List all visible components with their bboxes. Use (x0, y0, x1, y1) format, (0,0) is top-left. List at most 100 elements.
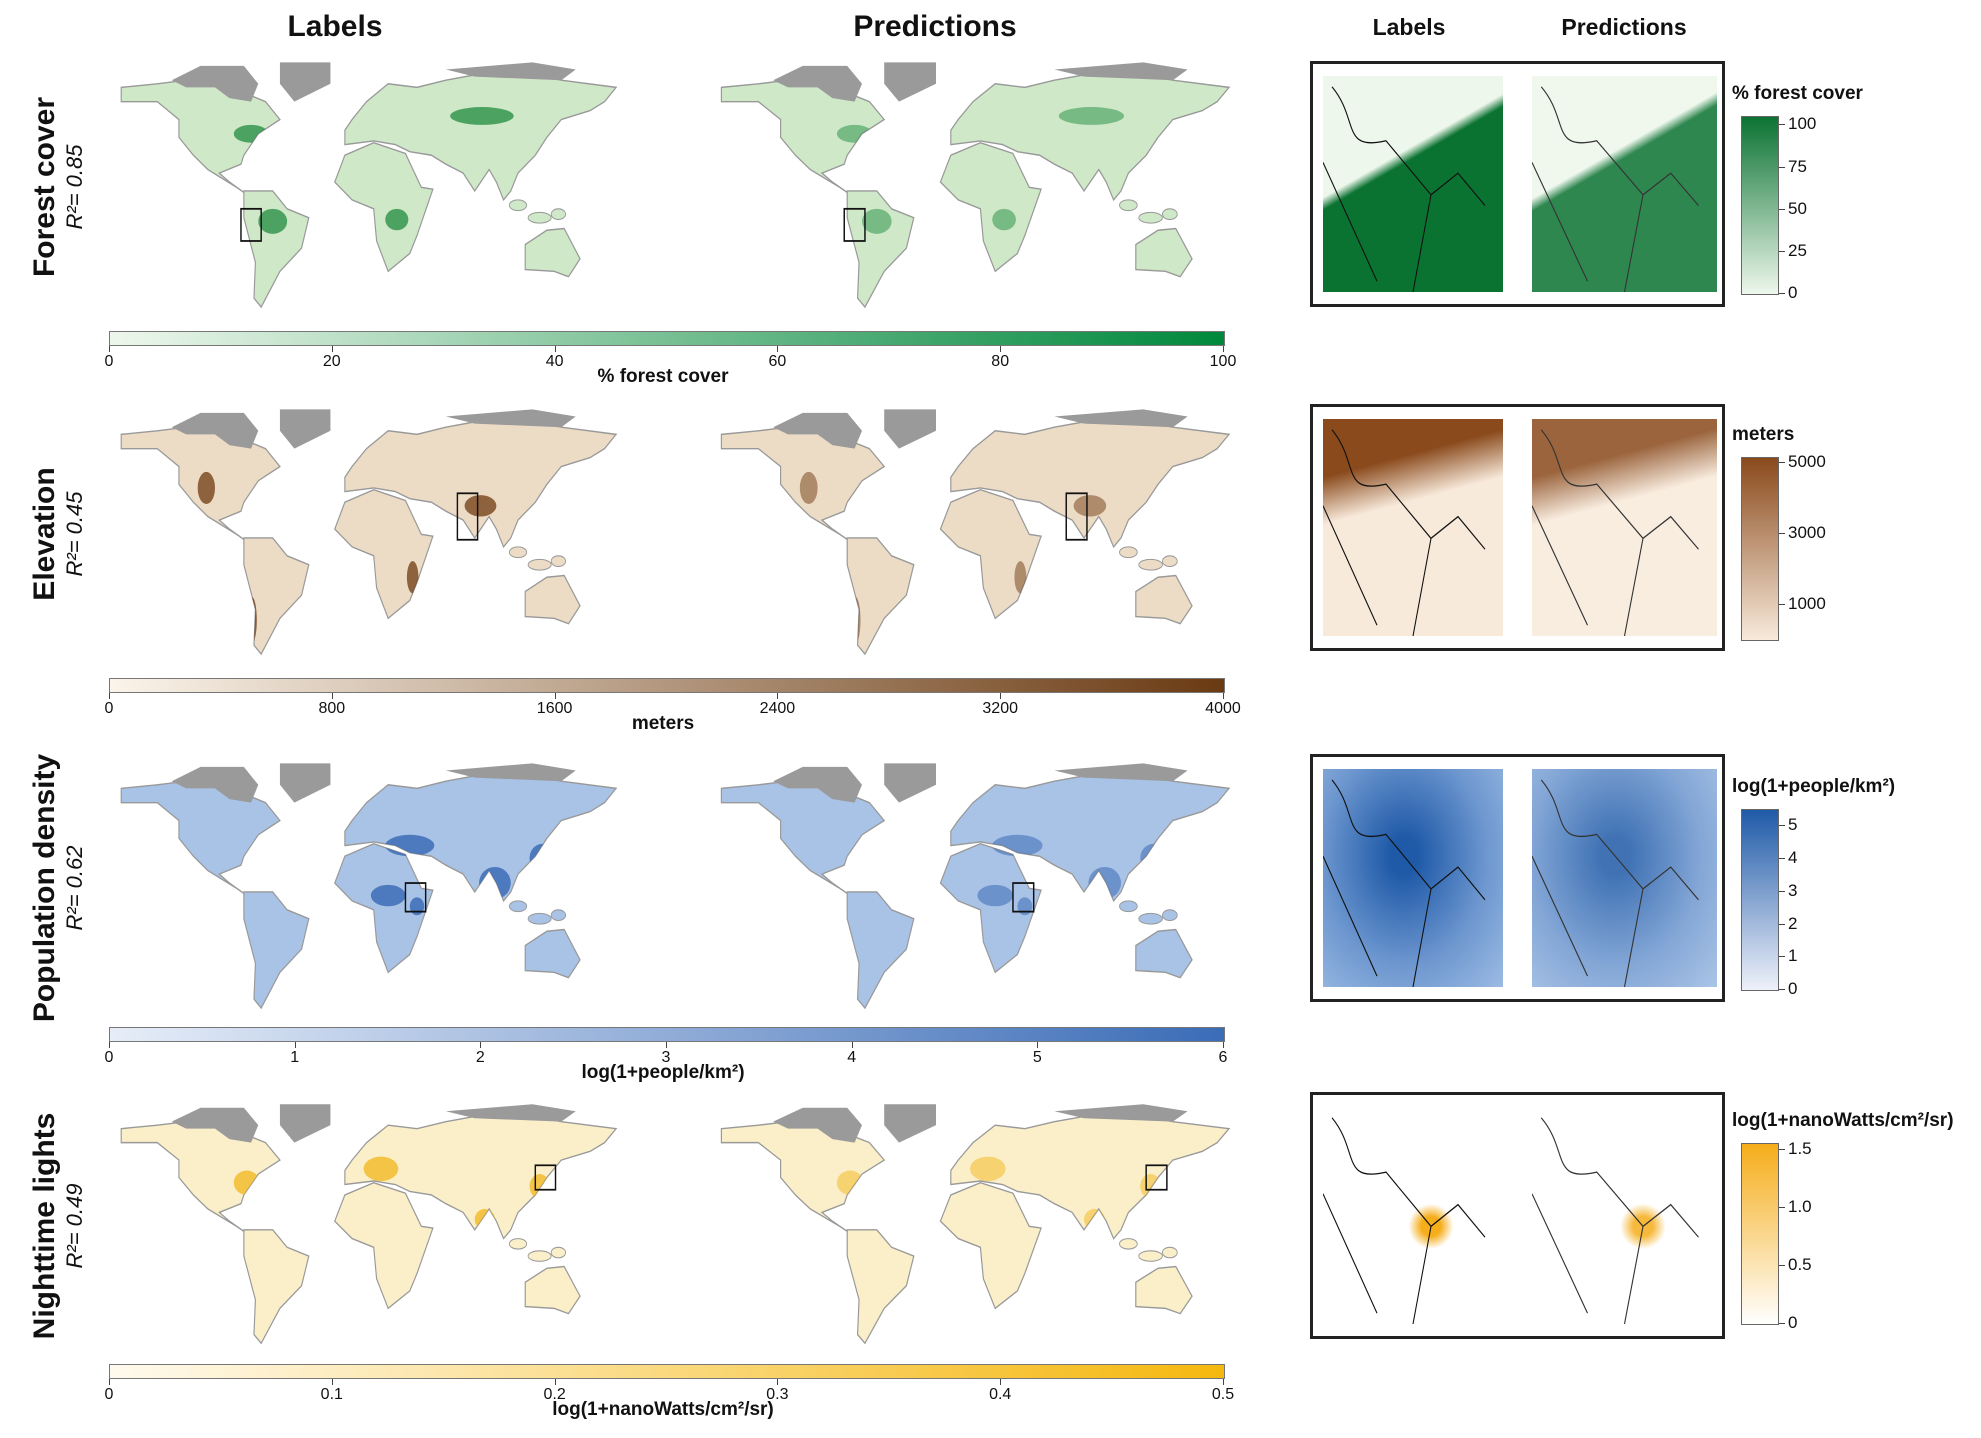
high-value-region (992, 208, 1016, 231)
landmass-islands (1161, 1246, 1178, 1259)
country-borders (1323, 1117, 1486, 1324)
country-borders (1532, 86, 1699, 292)
high-value-region (450, 107, 514, 125)
landmass-australia (1135, 227, 1193, 278)
no-data-region (884, 62, 936, 102)
colorbar-tick-mark (109, 693, 110, 699)
horizontal-colorbar (109, 1364, 1225, 1379)
r-squared-value: R²= 0.85 (62, 144, 87, 230)
country-borders (1323, 779, 1486, 987)
inset-colorbar-tick-label: 0 (1788, 1313, 1798, 1332)
colorbar-title: meters (631, 713, 695, 734)
high-value-region (385, 208, 409, 231)
landmass-australia (1135, 574, 1193, 625)
high-value-region (850, 596, 861, 644)
landmass-south-america (846, 891, 915, 1010)
colorbar-tick-mark (1000, 346, 1002, 352)
colorbar-tick-mark (331, 346, 333, 352)
landmass-islands (1138, 912, 1163, 925)
colorbar-tick-mark (1223, 1379, 1224, 1385)
colorbar-tick-label: 20 (322, 353, 341, 370)
high-value-region (363, 1156, 399, 1182)
no-data-region (445, 1104, 576, 1122)
labels-world-map (120, 62, 618, 309)
inset-map-predictions (1532, 1107, 1717, 1324)
high-value-region (799, 471, 818, 505)
landmass-australia (524, 928, 581, 979)
horizontal-colorbar (109, 678, 1225, 693)
inset-region-box (1065, 492, 1088, 541)
colorbar-tick-label: 80 (991, 353, 1010, 370)
landmass-north-america (720, 780, 886, 897)
landmass-islands (1119, 1238, 1138, 1250)
landmass-islands (550, 909, 567, 922)
country-borders (1532, 779, 1699, 987)
colorbar-tick-label: 6 (1218, 1049, 1228, 1066)
inset-colorbar-tick-mark (1779, 989, 1785, 990)
colorbar-tick-mark (1000, 1379, 1002, 1385)
no-data-region (773, 412, 862, 449)
colorbar-tick-mark (109, 1379, 110, 1385)
inset-colorbar-tick-mark (1779, 1323, 1785, 1324)
landmass-australia (524, 574, 581, 625)
country-borders (1323, 86, 1486, 292)
inset-colorbar-tick-label: 1.0 (1788, 1196, 1812, 1216)
colorbar-tick-label: 0.2 (543, 1386, 566, 1403)
r-squared-value: R²= 0.45 (62, 491, 87, 576)
colorbar-tick-mark (554, 346, 556, 352)
landmass-africa (939, 141, 1042, 273)
landmass-south-america (243, 891, 310, 1010)
no-data-region (773, 1107, 862, 1143)
inset-colorbar (1741, 1143, 1779, 1325)
high-value-region (1014, 561, 1027, 594)
landmass-africa (939, 488, 1042, 620)
inset-colorbar-tick-label: 4 (1788, 848, 1798, 868)
landmass-australia (524, 227, 581, 278)
high-value-region (464, 495, 497, 517)
inset-colorbar-tick-label: 3 (1788, 880, 1798, 900)
labels-world-map (120, 763, 618, 1010)
no-data-region (884, 763, 936, 803)
high-value-region (862, 208, 892, 234)
landmass-australia (1135, 928, 1193, 979)
predictions-world-map (720, 1104, 1231, 1345)
landmass-south-america (846, 537, 915, 656)
country-borders (1532, 1117, 1699, 1324)
landmass-islands (527, 912, 552, 925)
colorbar-tick-label: 0 (104, 1049, 114, 1066)
inset-colorbar-tick-mark (1779, 462, 1785, 464)
no-data-region (1054, 763, 1188, 782)
colorbar-tick-mark (294, 1042, 296, 1048)
r-squared-value: R²= 0.49 (62, 1183, 87, 1268)
colorbar-tick-mark (331, 693, 333, 699)
landmass-south-america (243, 537, 310, 656)
landmass-islands (508, 1238, 528, 1250)
inset-colorbar-tick-mark (1779, 124, 1785, 126)
high-value-region (1140, 843, 1167, 873)
landmass-islands (527, 558, 552, 571)
horizontal-colorbar (109, 1027, 1225, 1042)
landmass-islands (1161, 555, 1178, 568)
horizontal-colorbar (109, 331, 1225, 346)
no-data-region (884, 1104, 936, 1143)
row-variable-name: Elevation (28, 466, 61, 601)
landmass-islands (1138, 558, 1163, 571)
inset-colorbar-tick-mark (1779, 293, 1785, 294)
inset-colorbar-tick-label: 1000 (1788, 593, 1826, 613)
colorbar-tick-label: 100 (1209, 353, 1237, 370)
colorbar-tick-label: 4000 (1205, 700, 1241, 717)
landmass-islands (508, 546, 528, 559)
inset-colorbar-tick-label: 50 (1788, 198, 1807, 218)
no-data-region (445, 409, 576, 428)
colorbar-tick-mark (1223, 693, 1224, 699)
colorbar-tick-mark (851, 1042, 853, 1048)
inset-colorbar-tick-label: 5000 (1788, 452, 1826, 472)
inset-region-box (240, 207, 262, 242)
no-data-region (773, 766, 862, 803)
high-value-region (233, 124, 269, 143)
colorbar-tick-label: 0 (104, 1386, 114, 1403)
row-label: Elevation R²= 0.45 (28, 467, 88, 600)
no-data-region (1054, 1104, 1188, 1122)
inset-colorbar-tick-label: 5 (1788, 815, 1798, 835)
high-value-region (970, 1156, 1006, 1182)
